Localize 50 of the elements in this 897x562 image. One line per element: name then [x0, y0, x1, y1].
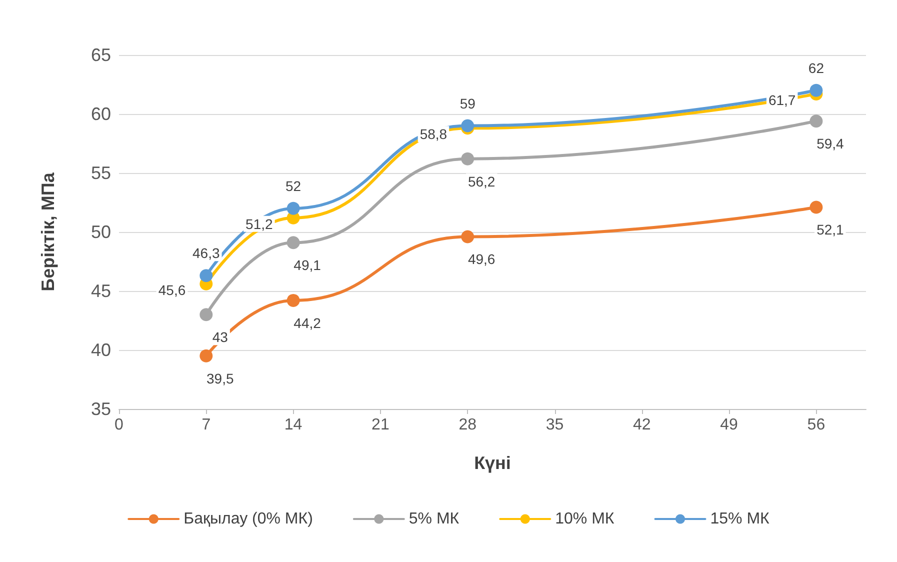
data-label: 52 — [286, 178, 302, 194]
x-tick-label: 0 — [114, 416, 124, 434]
data-label: 62 — [808, 60, 824, 76]
data-label: 49,6 — [468, 251, 496, 268]
point — [810, 200, 823, 214]
x-tick-label: 28 — [458, 416, 477, 434]
data-label: 45,6 — [158, 282, 186, 298]
legend-label: 15% МК — [710, 510, 770, 528]
point — [286, 294, 300, 307]
data-label: 39,5 — [206, 370, 234, 386]
data-label: 59,4 — [816, 136, 844, 152]
point — [200, 349, 213, 362]
x-tick-label: 35 — [546, 416, 564, 434]
data-label: 43 — [212, 329, 228, 346]
data-label: 58,8 — [420, 126, 448, 142]
point — [810, 114, 823, 128]
x-tick-label: 14 — [284, 416, 302, 434]
point — [200, 308, 213, 322]
point — [200, 269, 213, 282]
legend-label: Бақылау (0% МК) — [184, 510, 313, 528]
x-axis-title: Күні — [474, 453, 511, 473]
x-tick-label: 21 — [372, 416, 390, 434]
x-tick-label: 7 — [202, 416, 211, 434]
x-tick-label: 42 — [633, 416, 651, 434]
x-tick-label: 56 — [807, 416, 826, 434]
y-tick-label: 55 — [90, 163, 111, 183]
data-label: 52,1 — [816, 222, 844, 238]
data-label: 59 — [460, 95, 476, 112]
legend-label: 5% МК — [408, 510, 460, 528]
point — [286, 236, 300, 250]
data-label: 56,2 — [468, 173, 496, 190]
y-tick-label: 40 — [90, 340, 111, 360]
data-label: 61,7 — [768, 92, 796, 108]
legend-label: 10% МК — [555, 510, 615, 528]
data-label: 51,2 — [246, 216, 274, 232]
x-tick-label: 49 — [720, 416, 738, 434]
data-label: 46,3 — [192, 245, 220, 262]
y-axis-title: Беріктік, МПа — [38, 172, 58, 292]
y-tick-label: 45 — [90, 281, 111, 301]
y-tick-label: 50 — [90, 222, 111, 242]
y-tick-label: 35 — [90, 399, 111, 419]
y-tick-label: 65 — [90, 45, 111, 65]
point — [461, 152, 474, 166]
data-label: 49,1 — [294, 257, 322, 274]
y-tick-label: 60 — [90, 104, 111, 124]
point — [810, 84, 823, 97]
point — [286, 202, 300, 215]
data-label: 44,2 — [294, 314, 322, 331]
point — [461, 119, 474, 132]
point — [461, 230, 474, 244]
